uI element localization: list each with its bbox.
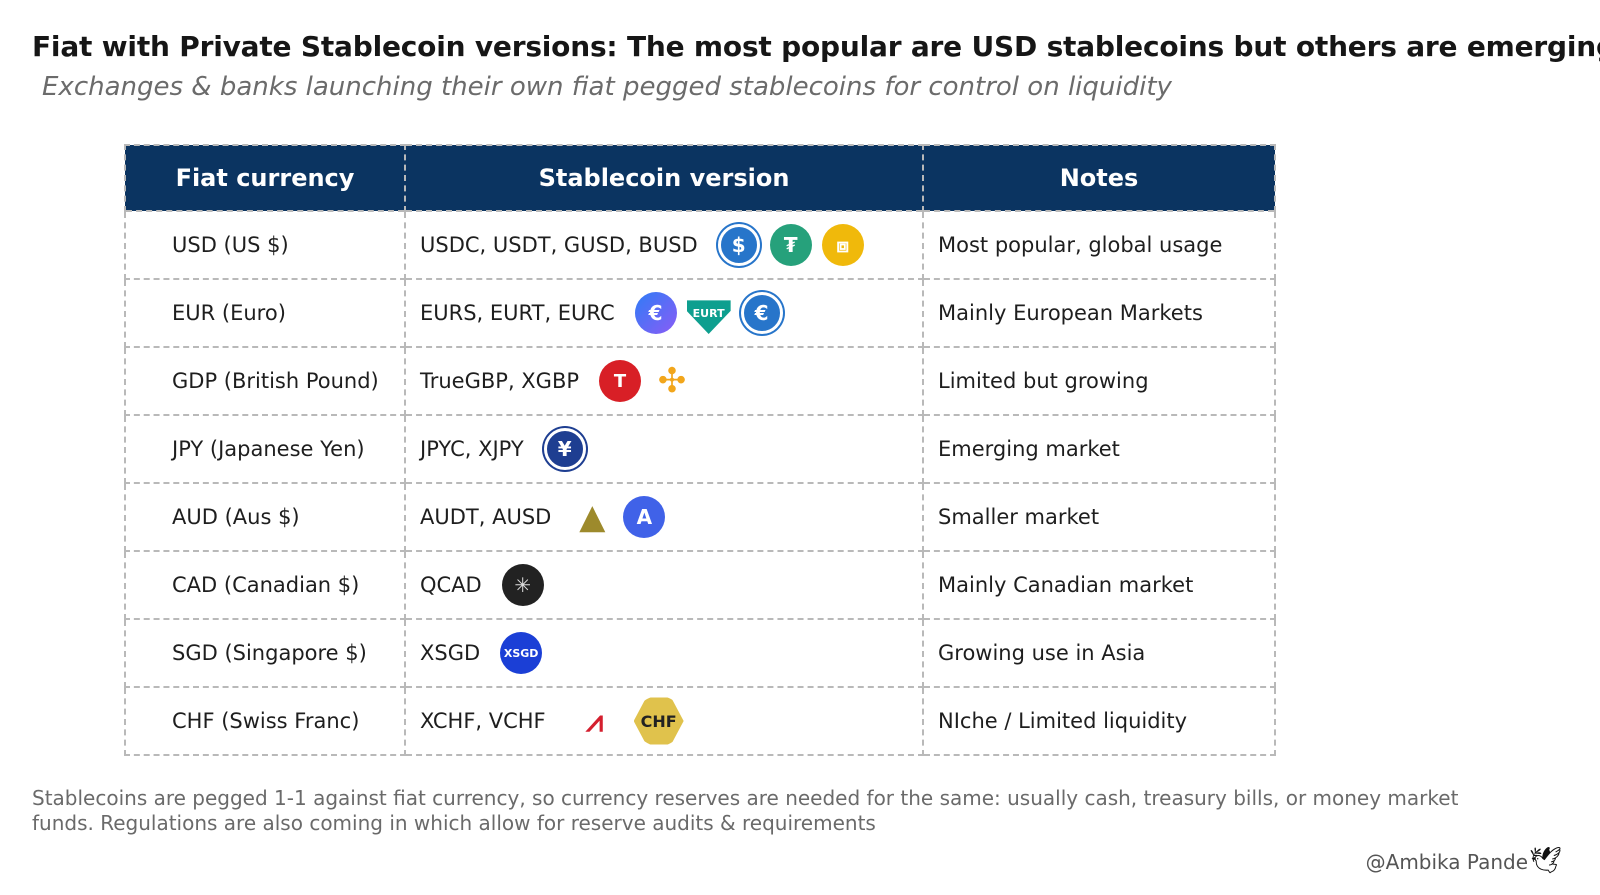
stablecoin-table: Fiat currency Stablecoin version Notes U… xyxy=(124,144,1276,756)
coin-logos: T ✣ xyxy=(599,360,694,402)
vchf-icon: CHF xyxy=(633,697,684,745)
xchf-icon: ⩘ xyxy=(565,700,624,742)
fiat-currency-cell: SGD (Singapore $) xyxy=(124,618,406,688)
fiat-currency-cell: CHF (Swiss Franc) xyxy=(124,686,406,756)
stablecoin-names: XSGD xyxy=(420,641,481,665)
stablecoin-content: XSGD XSGD xyxy=(420,632,922,674)
table-row: USD (US $) USDC, USDT, GUSD, BUSD $ ₮ ⧈ Most … xyxy=(124,210,1276,280)
stablecoin-cell: QCAD ✳ xyxy=(404,550,924,620)
notes-cell: Emerging market xyxy=(922,414,1276,484)
stablecoin-content: USDC, USDT, GUSD, BUSD $ ₮ ⧈ xyxy=(420,224,922,266)
table-row: CHF (Swiss Franc) XCHF, VCHF ⩘ CHF NIche / L… xyxy=(124,686,1276,756)
stablecoin-cell: TrueGBP, XGBP T ✣ xyxy=(404,346,924,416)
page-title: Fiat with Private Stablecoin versions: T… xyxy=(32,30,1600,63)
coin-logos: ⩘ CHF xyxy=(565,696,684,746)
notes-cell: Growing use in Asia xyxy=(922,618,1276,688)
coin-logos: XSGD xyxy=(500,632,543,674)
stablecoin-names: JPYC, XJPY xyxy=(420,437,524,461)
page-subtitle: Exchanges & banks launching their own fi… xyxy=(42,72,1172,102)
usdc-icon: $ xyxy=(717,224,760,266)
coin-logos: $ ₮ ⧈ xyxy=(717,224,864,266)
header-stablecoin-version: Stablecoin version xyxy=(404,144,924,211)
fiat-currency-cell: AUD (Aus $) xyxy=(124,482,406,552)
coin-logos: ✳ xyxy=(501,564,544,606)
table-header-row: Fiat currency Stablecoin version Notes xyxy=(124,144,1276,211)
qcad-maple-leaf-icon: ✳ xyxy=(501,564,544,606)
stablecoin-names: USDC, USDT, GUSD, BUSD xyxy=(420,233,698,257)
stablecoin-names: QCAD xyxy=(420,573,482,597)
notes-cell: Smaller market xyxy=(922,482,1276,552)
stablecoin-names: TrueGBP, XGBP xyxy=(420,369,580,393)
stablecoin-cell: JPYC, XJPY ¥ xyxy=(404,414,924,484)
ausd-icon: A xyxy=(623,496,666,538)
fiat-currency-cell: EUR (Euro) xyxy=(124,278,406,348)
stablecoin-cell: AUDT, AUSD ▲ A xyxy=(404,482,924,552)
header-notes: Notes xyxy=(922,144,1276,211)
eurs-icon: € xyxy=(634,292,677,334)
jpyc-icon: ¥ xyxy=(543,428,586,470)
stablecoin-content: EURS, EURT, EURC € EURT € xyxy=(420,292,922,334)
tether-icon: ₮ xyxy=(769,224,812,266)
stablecoin-names: XCHF, VCHF xyxy=(420,709,546,733)
author-signature: @Ambika Pande xyxy=(1365,850,1528,874)
table-row: GDP (British Pound) TrueGBP, XGBP T ✣ Limite… xyxy=(124,346,1276,416)
stablecoin-names: AUDT, AUSD xyxy=(420,505,552,529)
stablecoin-content: AUDT, AUSD ▲ A xyxy=(420,496,922,538)
fiat-currency-cell: CAD (Canadian $) xyxy=(124,550,406,620)
xgbp-icon: ✣ xyxy=(651,360,694,402)
stablecoin-content: JPYC, XJPY ¥ xyxy=(420,428,922,470)
truegbp-icon: T xyxy=(599,360,642,402)
xsgd-icon: XSGD xyxy=(500,632,543,674)
stablecoin-names: EURS, EURT, EURC xyxy=(420,301,615,325)
notes-cell: Mainly European Markets xyxy=(922,278,1276,348)
stablecoin-cell: EURS, EURT, EURC € EURT € xyxy=(404,278,924,348)
notes-cell: Mainly Canadian market xyxy=(922,550,1276,620)
coin-logos: ▲ A xyxy=(571,496,666,538)
table-body: USD (US $) USDC, USDT, GUSD, BUSD $ ₮ ⧈ Most … xyxy=(124,210,1276,756)
busd-icon: ⧈ xyxy=(821,224,864,266)
table-row: CAD (Canadian $) QCAD ✳ Mainly Canadian mar… xyxy=(124,550,1276,620)
stablecoin-cell: USDC, USDT, GUSD, BUSD $ ₮ ⧈ xyxy=(404,210,924,280)
stablecoin-content: TrueGBP, XGBP T ✣ xyxy=(420,360,922,402)
bird-icon: 🕊 xyxy=(1528,846,1562,876)
stablecoin-content: XCHF, VCHF ⩘ CHF xyxy=(420,696,922,746)
table-row: SGD (Singapore $) XSGD XSGD Growing use in … xyxy=(124,618,1276,688)
table-row: EUR (Euro) EURS, EURT, EURC € EURT € Mainly E… xyxy=(124,278,1276,348)
stablecoin-content: QCAD ✳ xyxy=(420,564,922,606)
header-fiat-currency: Fiat currency xyxy=(124,144,406,211)
notes-cell: Most popular, global usage xyxy=(922,210,1276,280)
fiat-currency-cell: USD (US $) xyxy=(124,210,406,280)
footnote: Stablecoins are pegged 1-1 against fiat … xyxy=(32,786,1459,835)
audt-icon: ▲ xyxy=(571,496,614,538)
coin-logos: ¥ xyxy=(543,428,586,470)
notes-cell: Limited but growing xyxy=(922,346,1276,416)
fiat-currency-cell: JPY (Japanese Yen) xyxy=(124,414,406,484)
table-row: AUD (Aus $) AUDT, AUSD ▲ A Smaller market xyxy=(124,482,1276,552)
stablecoin-cell: XSGD XSGD xyxy=(404,618,924,688)
notes-cell: NIche / Limited liquidity xyxy=(922,686,1276,756)
stablecoin-cell: XCHF, VCHF ⩘ CHF xyxy=(404,686,924,756)
eurc-icon: € xyxy=(740,292,783,334)
coin-logos: € EURT € xyxy=(634,292,783,334)
fiat-currency-cell: GDP (British Pound) xyxy=(124,346,406,416)
eurt-icon: EURT xyxy=(686,300,731,334)
table-row: JPY (Japanese Yen) JPYC, XJPY ¥ Emerging ma… xyxy=(124,414,1276,484)
